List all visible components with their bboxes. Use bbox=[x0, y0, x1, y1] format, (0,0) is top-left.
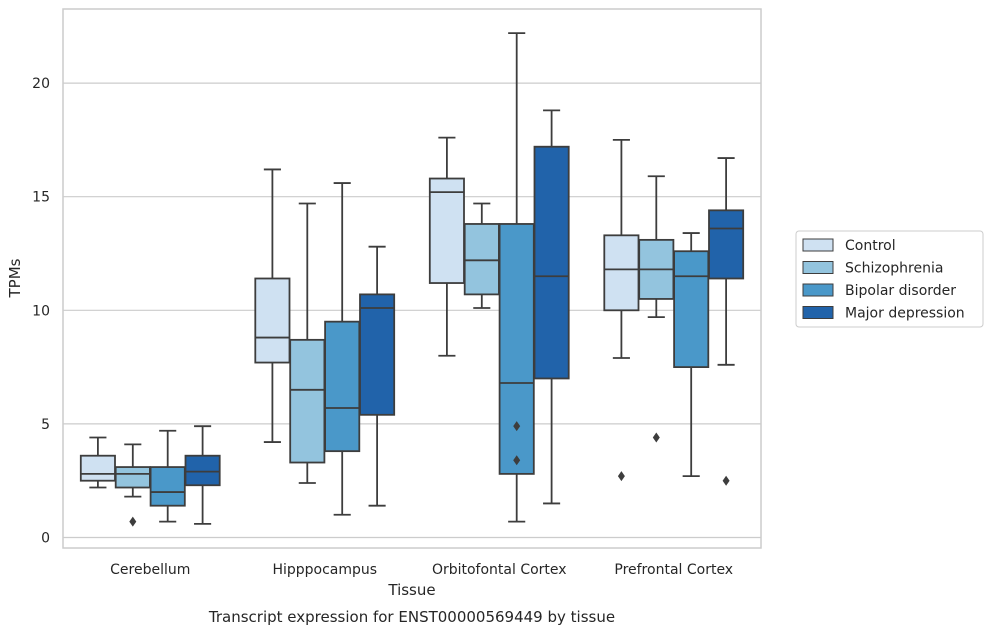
outlier-0 bbox=[513, 421, 521, 432]
x-tick-label-0: Cerebellum bbox=[110, 562, 190, 578]
box-1-2 bbox=[324, 182, 361, 516]
outlier-0 bbox=[722, 475, 730, 486]
box-3-0 bbox=[603, 138, 640, 482]
box-2-2 bbox=[498, 32, 535, 523]
legend: Control Schizophrenia Bipolar disorder Majo… bbox=[795, 230, 984, 328]
box-3-3 bbox=[708, 157, 745, 486]
x-axis-ticks: Cerebellum Hipppocampus Orbitofontal Corte… bbox=[110, 562, 733, 578]
box-body bbox=[79, 454, 116, 482]
box-body bbox=[184, 454, 221, 487]
box-groups bbox=[79, 32, 745, 527]
y-tick-label-0: 0 bbox=[41, 531, 50, 547]
legend-label-0: Control bbox=[845, 238, 896, 254]
y-axis-ticks: 0 5 10 15 20 bbox=[32, 76, 50, 546]
box-body bbox=[498, 223, 535, 475]
box-2-0 bbox=[428, 136, 465, 357]
legend-swatch-3 bbox=[802, 306, 834, 319]
x-axis-label: Tissue bbox=[387, 581, 435, 599]
box-body bbox=[114, 466, 151, 489]
box-0-3 bbox=[184, 425, 221, 525]
legend-swatch-2 bbox=[802, 283, 834, 297]
y-tick-label-2: 10 bbox=[32, 303, 50, 319]
box-0-2 bbox=[149, 429, 186, 523]
box-body bbox=[428, 177, 465, 284]
box-body bbox=[708, 209, 745, 280]
outlier-1 bbox=[513, 455, 521, 466]
legend-label-3: Major depression bbox=[845, 306, 965, 322]
outlier-0 bbox=[617, 471, 625, 482]
box-body bbox=[254, 277, 291, 364]
y-axis-label: TPMs bbox=[6, 258, 24, 298]
box-body bbox=[463, 223, 500, 296]
box-3-2 bbox=[673, 232, 710, 478]
box-1-1 bbox=[289, 202, 326, 484]
legend-frame bbox=[795, 230, 984, 328]
y-tick-label-1: 5 bbox=[41, 417, 50, 433]
legend-label-1: Schizophrenia bbox=[845, 261, 943, 277]
outlier-0 bbox=[652, 432, 660, 443]
outlier-0 bbox=[129, 516, 137, 527]
box-body bbox=[533, 145, 570, 380]
box-body bbox=[324, 320, 361, 453]
box-0-0 bbox=[79, 436, 116, 489]
y-tick-label-4: 20 bbox=[32, 76, 50, 92]
box-body bbox=[673, 250, 710, 368]
box-1-0 bbox=[254, 168, 291, 443]
box-body bbox=[289, 338, 326, 464]
box-body bbox=[149, 466, 186, 507]
box-2-3 bbox=[533, 109, 570, 505]
chart-caption: Transcript expression for ENST0000056944… bbox=[208, 608, 615, 626]
legend-label-2: Bipolar disorder bbox=[845, 283, 956, 299]
box-2-1 bbox=[463, 202, 500, 309]
box-body bbox=[359, 293, 396, 416]
legend-swatch-0 bbox=[802, 238, 834, 252]
box-1-3 bbox=[359, 245, 396, 507]
x-tick-label-3: Prefrontal Cortex bbox=[614, 562, 733, 578]
plot-frame bbox=[62, 8, 762, 549]
x-tick-label-1: Hipppocampus bbox=[272, 562, 377, 578]
box-0-1 bbox=[114, 443, 151, 527]
grid-lines bbox=[63, 82, 761, 539]
y-tick-label-3: 15 bbox=[32, 190, 50, 206]
box-body bbox=[603, 234, 640, 312]
box-3-1 bbox=[638, 175, 675, 443]
x-tick-label-2: Orbitofontal Cortex bbox=[432, 562, 567, 578]
legend-swatch-1 bbox=[802, 261, 834, 274]
